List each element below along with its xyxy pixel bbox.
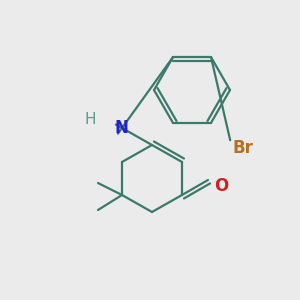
Text: H: H [85, 112, 96, 128]
Text: Br: Br [232, 139, 253, 157]
Text: N: N [114, 119, 128, 137]
Text: O: O [214, 177, 228, 195]
